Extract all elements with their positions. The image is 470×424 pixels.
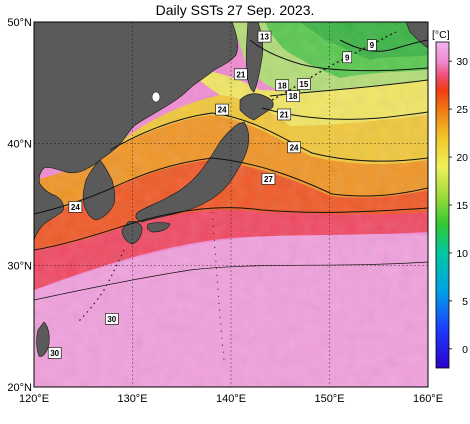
colorbar-tick-label: 10	[456, 248, 468, 260]
honshu-island	[135, 121, 250, 223]
contour-label: 24	[215, 103, 229, 116]
contour-label: 9	[367, 39, 377, 51]
contour-label: 30	[105, 313, 119, 325]
contour-label: 24	[287, 141, 301, 154]
colorbar-tick-label: 30	[456, 56, 468, 68]
shikoku-island	[146, 222, 171, 233]
contour-label-box	[215, 103, 229, 116]
contour-label: 27	[261, 173, 276, 185]
contour-label-value: 24	[218, 106, 227, 115]
contour-label-box	[287, 141, 301, 154]
map-title: Daily SSTs 27 Sep. 2023.	[155, 2, 315, 18]
contour-label-value: 9	[345, 53, 350, 62]
latitude-axis-labels: 50°N 40°N 30°N 20°N	[7, 17, 32, 394]
contour-label: 18	[286, 90, 300, 103]
isotherm-24-line	[34, 157, 428, 215]
colorbar-tick-label: 25	[456, 104, 468, 116]
contour-label-box	[367, 39, 377, 51]
contour-label-value: 30	[50, 349, 59, 358]
contour-label: 9	[342, 51, 353, 64]
contour-label: 15	[297, 78, 311, 90]
colorbar-gradient	[435, 41, 450, 369]
contour-label-box	[286, 90, 300, 103]
contour-label: 30	[47, 347, 62, 359]
longitude-tick-label: 150°E	[314, 393, 344, 405]
contour-label-value: 15	[299, 80, 308, 89]
isotherm-21-line	[109, 112, 428, 162]
contour-label-value: 13	[260, 33, 269, 42]
contour-label-box	[257, 30, 272, 43]
temperature-colorbar: [°C] 30 25 20 15 10 5 0	[432, 29, 468, 369]
hokkaido-island	[239, 93, 274, 121]
ryukyu-islands	[77, 249, 125, 323]
taiwan-island	[36, 321, 50, 357]
contour-label-box	[297, 78, 311, 90]
colorbar-tick-label: 20	[456, 152, 468, 164]
isotherm-13-line	[249, 39, 428, 72]
latitude-tick-label: 20°N	[7, 382, 32, 394]
colorbar-unit-label: [°C]	[432, 29, 450, 41]
isotherm-27-line	[34, 207, 428, 251]
contour-label: 24	[68, 201, 83, 213]
contour-label-value: 21	[236, 70, 245, 79]
contour-label-box	[47, 347, 62, 359]
latitude-tick-label: 50°N	[7, 17, 32, 29]
map-frame	[33, 21, 429, 388]
isotherm-30-line	[34, 261, 428, 301]
contour-label-value: 18	[278, 81, 287, 90]
korean-peninsula	[82, 159, 116, 221]
contour-label-box	[105, 313, 119, 325]
contour-label-value: 9	[370, 41, 375, 50]
contour-label: 21	[234, 68, 248, 81]
contour-label-box	[234, 68, 248, 81]
longitude-tick-label: 140°E	[216, 393, 246, 405]
isotherm-9-line	[339, 39, 428, 52]
contour-label: 18	[275, 79, 290, 92]
longitude-axis-labels: 120°E 130°E 140°E 150°E 160°E	[19, 393, 443, 405]
contour-label-value: 24	[71, 203, 80, 212]
colorbar-tick-label: 15	[456, 200, 468, 212]
contour-label-value: 27	[264, 175, 273, 184]
latitude-tick-label: 30°N	[7, 260, 32, 272]
land-masses	[34, 22, 428, 361]
contour-label-box	[277, 108, 291, 121]
contour-label-box	[275, 79, 290, 92]
colorbar-tick-label: 5	[462, 296, 468, 308]
longitude-tick-label: 120°E	[19, 393, 49, 405]
colorbar-tick-label: 0	[462, 344, 468, 356]
contour-label: 21	[277, 108, 291, 121]
lake-khanka	[151, 91, 161, 103]
contour-label-box	[68, 201, 83, 213]
contour-label-box	[261, 173, 276, 185]
contour-label-value: 21	[280, 110, 289, 119]
contour-label-value: 24	[290, 143, 299, 152]
contour-label-value: 30	[107, 315, 116, 324]
colorbar-ticks: 30 25 20 15 10 5 0	[449, 56, 468, 356]
contour-label-value: 18	[289, 92, 298, 101]
longitude-tick-label: 160°E	[413, 393, 443, 405]
contour-label: 13	[257, 30, 272, 43]
asia-mainland	[34, 22, 238, 241]
longitude-tick-label: 130°E	[117, 393, 147, 405]
contour-label-box	[342, 51, 353, 64]
latitude-tick-label: 40°N	[7, 139, 32, 151]
isotherm-15-line	[269, 79, 428, 97]
lat-lon-grid	[34, 22, 428, 387]
isotherm-contours	[34, 39, 428, 301]
